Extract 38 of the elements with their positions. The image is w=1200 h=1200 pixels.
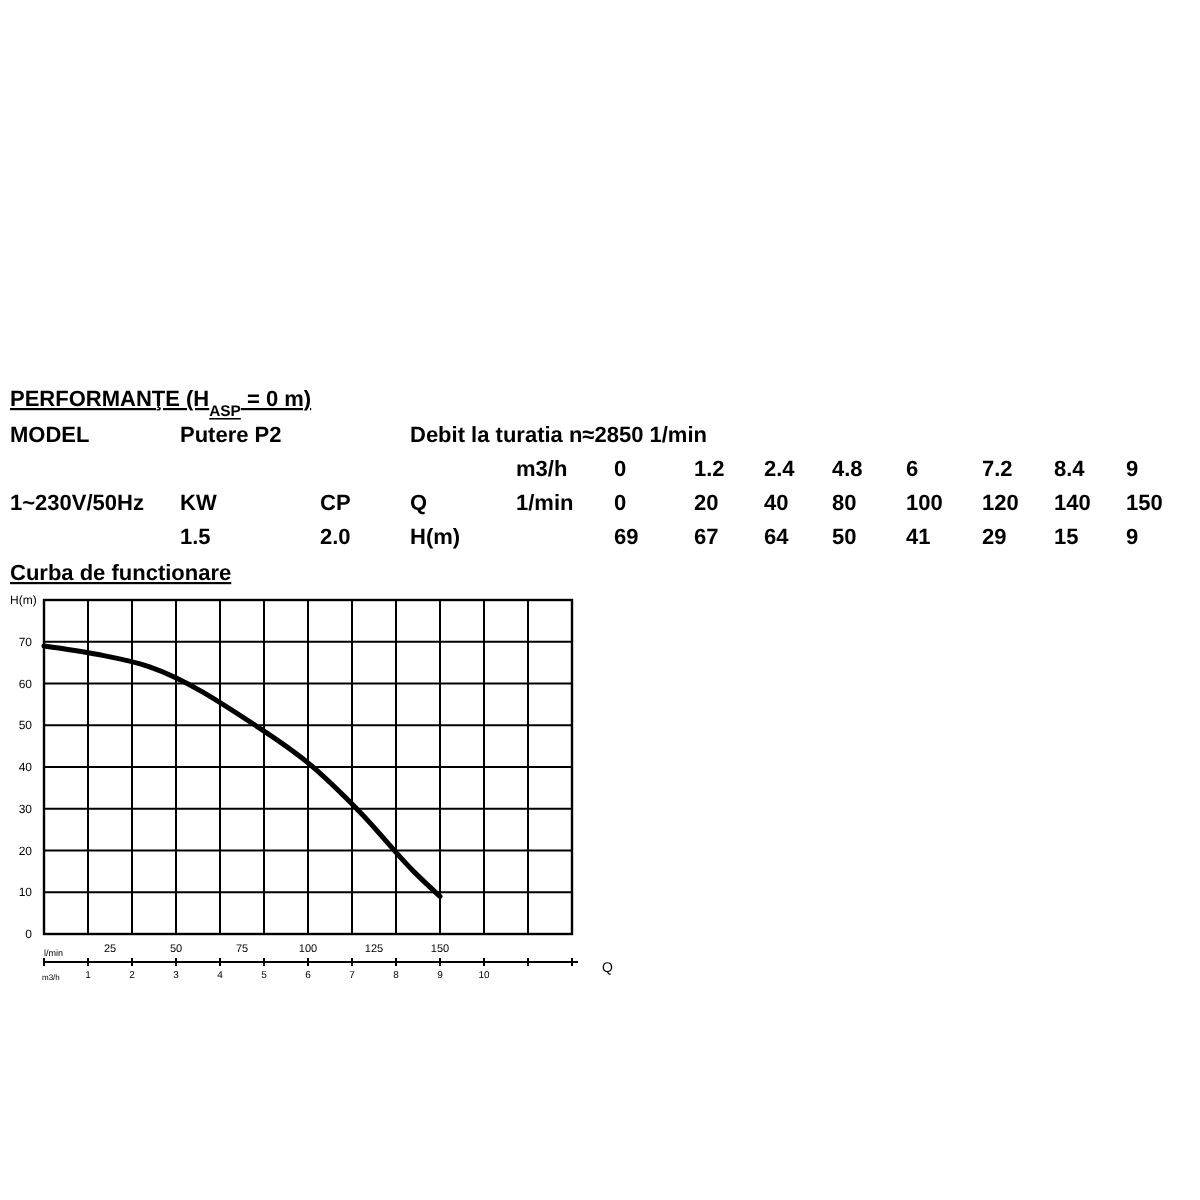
- text: 4.8: [832, 458, 863, 482]
- text: 67: [694, 526, 719, 550]
- text: Debit la turatia n≈2850 1/min: [410, 424, 708, 448]
- text: MODEL: [10, 424, 90, 448]
- text: 120: [982, 492, 1019, 516]
- text: 0: [614, 492, 627, 516]
- text: 9: [1126, 526, 1139, 550]
- text: H(m): [410, 526, 461, 550]
- text: 2.4: [764, 458, 797, 482]
- text: 20: [694, 492, 719, 516]
- text: 7.2: [982, 458, 1013, 482]
- text: 41: [906, 526, 931, 550]
- chart-title: PERFORMANŢE (H$_{ASP}$ = 0 m): [10, 388, 312, 419]
- text: 40: [764, 492, 789, 516]
- text: 1.2: [694, 458, 725, 482]
- text: 50: [832, 526, 857, 550]
- chart-subtitle: Curba de functionare: [10, 562, 232, 586]
- text: CP: [320, 492, 351, 516]
- text: Putere P2: [180, 424, 282, 448]
- text: 1/min: [516, 492, 575, 516]
- text: 1.5: [180, 526, 211, 550]
- text: KW: [180, 492, 218, 516]
- text: 80: [832, 492, 857, 516]
- text: 69: [614, 526, 639, 550]
- text: 140: [1054, 492, 1091, 516]
- text: 1~230V/50Hz: [10, 492, 145, 516]
- text: 0: [614, 458, 627, 482]
- text: 2.0: [320, 526, 351, 550]
- text: 29: [982, 526, 1007, 550]
- text: 6: [906, 458, 919, 482]
- text: 100: [906, 492, 943, 516]
- text: 15: [1054, 526, 1079, 550]
- text: 8.4: [1054, 458, 1087, 482]
- text: 150: [1126, 492, 1163, 516]
- text: Q: [410, 492, 428, 516]
- text: m3/h: [516, 458, 568, 482]
- text: 9: [1126, 458, 1139, 482]
- text: 64: [764, 526, 791, 550]
